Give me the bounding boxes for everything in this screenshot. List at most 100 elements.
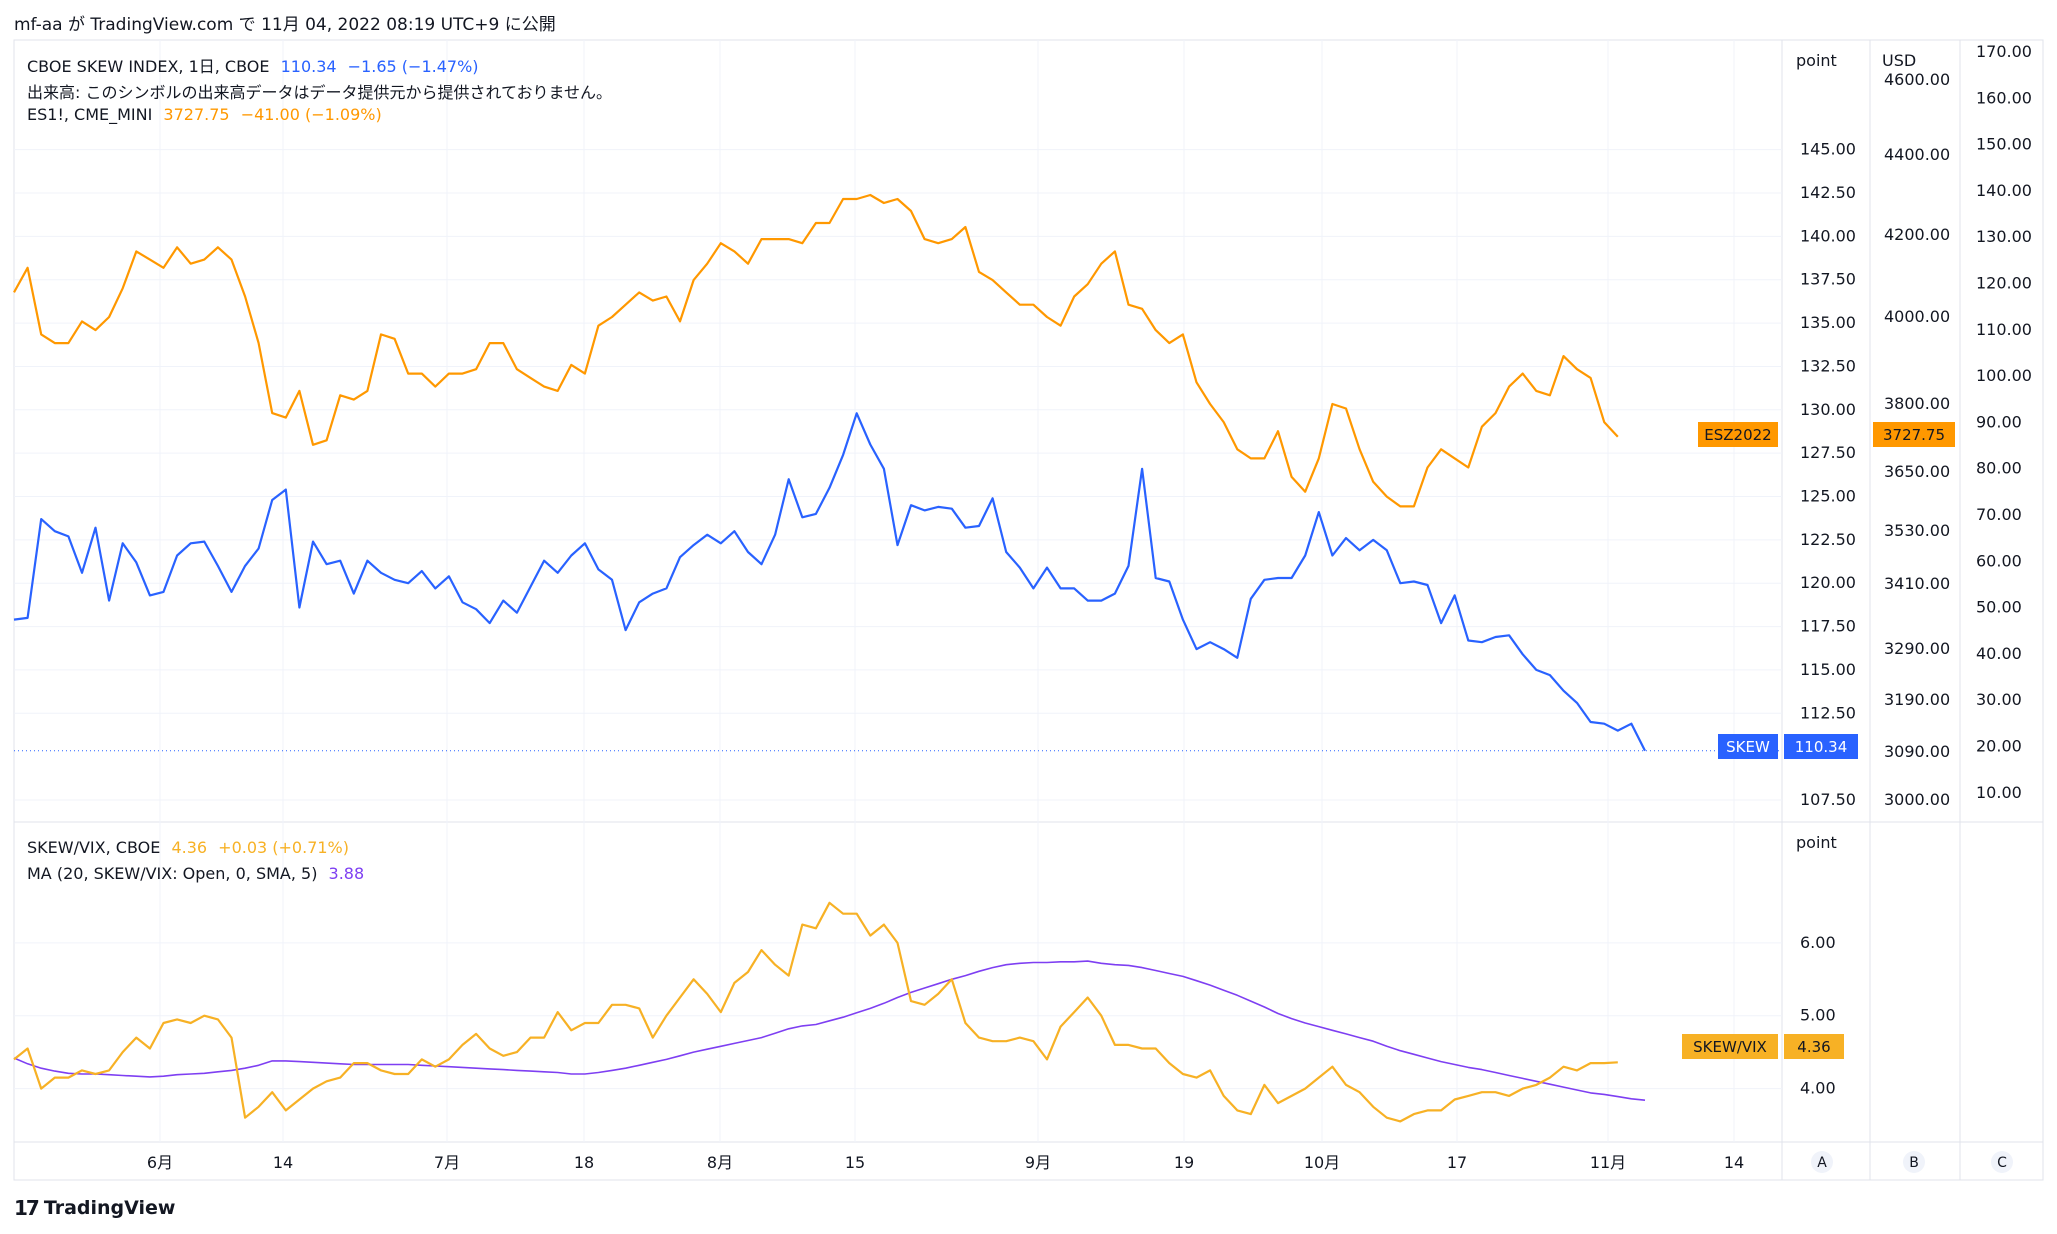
point-tick-label: 125.00 — [1800, 487, 1856, 506]
usd-tick-label: 4000.00 — [1884, 307, 1950, 326]
skew-symbol-badge: SKEW — [1718, 734, 1778, 759]
c-tick-label: 10.00 — [1976, 783, 2022, 802]
x-tick-label: 18 — [574, 1153, 594, 1172]
x-tick-label: 7月 — [434, 1153, 460, 1172]
skew-value-badge: 110.34 — [1784, 734, 1858, 759]
svg-text:SKEW/VIX: SKEW/VIX — [1693, 1038, 1767, 1056]
ratio-symbol-badge: SKEW/VIX — [1682, 1034, 1778, 1059]
usd-tick-label: 3800.00 — [1884, 394, 1950, 413]
ratio-value-badge: 4.36 — [1784, 1034, 1844, 1059]
point-tick-label: 127.50 — [1800, 443, 1856, 462]
c-tick-label: 160.00 — [1976, 88, 2032, 107]
x-tick-label: 6月 — [147, 1153, 173, 1172]
publish-header: mf-aa が TradingView.com で 11月 04, 2022 0… — [14, 15, 556, 35]
tradingview-logo-icon: 17 — [14, 1196, 40, 1220]
svg-text:ESZ2022: ESZ2022 — [1704, 426, 1771, 444]
scale-a-button[interactable]: A — [1811, 1151, 1833, 1173]
x-tick-label: 11月 — [1590, 1153, 1626, 1172]
point-tick-label: 145.00 — [1800, 140, 1856, 159]
ratio-tick-label: 4.00 — [1800, 1079, 1836, 1098]
point-tick-label: 135.00 — [1800, 313, 1856, 332]
ma-legend-value: 3.88 — [328, 864, 365, 883]
usd-tick-label: 3190.00 — [1884, 690, 1950, 709]
svg-text:C: C — [1997, 1155, 2007, 1171]
c-tick-label: 130.00 — [1976, 227, 2032, 246]
c-tick-label: 80.00 — [1976, 459, 2022, 478]
c-tick-label: 110.00 — [1976, 320, 2032, 339]
x-tick-label: 10月 — [1304, 1153, 1340, 1172]
c-tick-label: 70.00 — [1976, 505, 2022, 524]
c-tick-label: 90.00 — [1976, 412, 2022, 431]
usd-tick-label: 3410.00 — [1884, 574, 1950, 593]
usd-scale-label: USD — [1882, 51, 1916, 70]
svg-text:SKEW: SKEW — [1726, 738, 1770, 756]
c-tick-label: 120.00 — [1976, 274, 2032, 293]
point-tick-label: 132.50 — [1800, 356, 1856, 375]
svg-text:110.34: 110.34 — [1795, 738, 1848, 756]
x-tick-label: 8月 — [707, 1153, 733, 1172]
es-legend[interactable]: ES1!, CME_MINI 3727.75 −41.00 (−1.09%) — [27, 105, 388, 124]
usd-tick-label: 3530.00 — [1884, 521, 1950, 540]
ma-legend-name: MA (20, SKEW/VIX: Open, 0, SMA, 5) — [27, 864, 318, 883]
usd-tick-label: 3000.00 — [1884, 790, 1950, 809]
ma-legend[interactable]: MA (20, SKEW/VIX: Open, 0, SMA, 5) 3.88 — [27, 864, 370, 883]
es-value-badge: 3727.75 — [1873, 422, 1955, 447]
grid-lines — [14, 40, 1782, 1142]
x-tick-label: 14 — [273, 1153, 293, 1172]
c-tick-label: 60.00 — [1976, 551, 2022, 570]
es-legend-name: ES1!, CME_MINI — [27, 105, 153, 124]
tradingview-logo[interactable]: 17 TradingView — [14, 1196, 175, 1220]
point-tick-label: 120.00 — [1800, 573, 1856, 592]
usd-tick-label: 3650.00 — [1884, 462, 1950, 481]
point-tick-label: 142.50 — [1800, 183, 1856, 202]
point-tick-label: 122.50 — [1800, 530, 1856, 549]
scale-c-button[interactable]: C — [1991, 1151, 2013, 1173]
svg-text:3727.75: 3727.75 — [1883, 426, 1945, 444]
c-tick-label: 40.00 — [1976, 644, 2022, 663]
x-tick-label: 15 — [845, 1153, 865, 1172]
point-scale-label: point — [1796, 51, 1837, 70]
usd-tick-label: 4400.00 — [1884, 145, 1950, 164]
point-tick-label: 140.00 — [1800, 226, 1856, 245]
scale-b-button[interactable]: B — [1903, 1151, 1925, 1173]
ratio-series-line — [13, 901, 1618, 1123]
c-tick-label: 50.00 — [1976, 598, 2022, 617]
svg-text:4.36: 4.36 — [1797, 1038, 1830, 1056]
point-tick-label: 107.50 — [1800, 790, 1856, 809]
volume-note-text: 出来高: このシンボルの出来高データはデータ提供元から提供されておりません。 — [27, 83, 613, 102]
skew-series-line — [13, 412, 1646, 752]
ma-series-line — [13, 960, 1646, 1101]
skew-legend-change: −1.65 (−1.47%) — [347, 57, 479, 76]
ratio-legend-change: +0.03 (+0.71%) — [218, 838, 349, 857]
ratio-tick-label: 6.00 — [1800, 933, 1836, 952]
c-tick-label: 170.00 — [1976, 42, 2032, 61]
skew-legend-name: CBOE SKEW INDEX, 1日, CBOE — [27, 57, 270, 76]
x-tick-label: 17 — [1447, 1153, 1467, 1172]
es-legend-change: −41.00 (−1.09%) — [240, 105, 382, 124]
point-tick-label: 137.50 — [1800, 270, 1856, 289]
axis-labels: 145.00142.50140.00137.50135.00132.50130.… — [147, 42, 2032, 1172]
volume-note: 出来高: このシンボルの出来高データはデータ提供元から提供されておりません。 — [27, 79, 618, 103]
point-tick-label: 112.50 — [1800, 703, 1856, 722]
usd-tick-label: 4600.00 — [1884, 70, 1950, 89]
point-tick-label: 117.50 — [1800, 617, 1856, 636]
usd-tick-label: 4200.00 — [1884, 225, 1950, 244]
ratio-legend[interactable]: SKEW/VIX, CBOE 4.36 +0.03 (+0.71%) — [27, 838, 355, 857]
skew-legend-last: 110.34 — [280, 57, 337, 76]
lower-point-scale-label: point — [1796, 833, 1837, 852]
ratio-tick-label: 5.00 — [1800, 1006, 1836, 1025]
ratio-legend-last: 4.36 — [171, 838, 208, 857]
point-tick-label: 130.00 — [1800, 400, 1856, 419]
c-tick-label: 140.00 — [1976, 181, 2032, 200]
tradingview-logo-text: TradingView — [43, 1197, 176, 1219]
usd-tick-label: 3090.00 — [1884, 742, 1950, 761]
c-tick-label: 30.00 — [1976, 690, 2022, 709]
ratio-legend-name: SKEW/VIX, CBOE — [27, 838, 161, 857]
point-tick-label: 115.00 — [1800, 660, 1856, 679]
series-lines — [13, 193, 1782, 1123]
skew-legend[interactable]: CBOE SKEW INDEX, 1日, CBOE 110.34 −1.65 (… — [27, 53, 485, 77]
c-tick-label: 150.00 — [1976, 135, 2032, 154]
es-series-line — [13, 193, 1619, 508]
svg-text:A: A — [1817, 1155, 1827, 1171]
